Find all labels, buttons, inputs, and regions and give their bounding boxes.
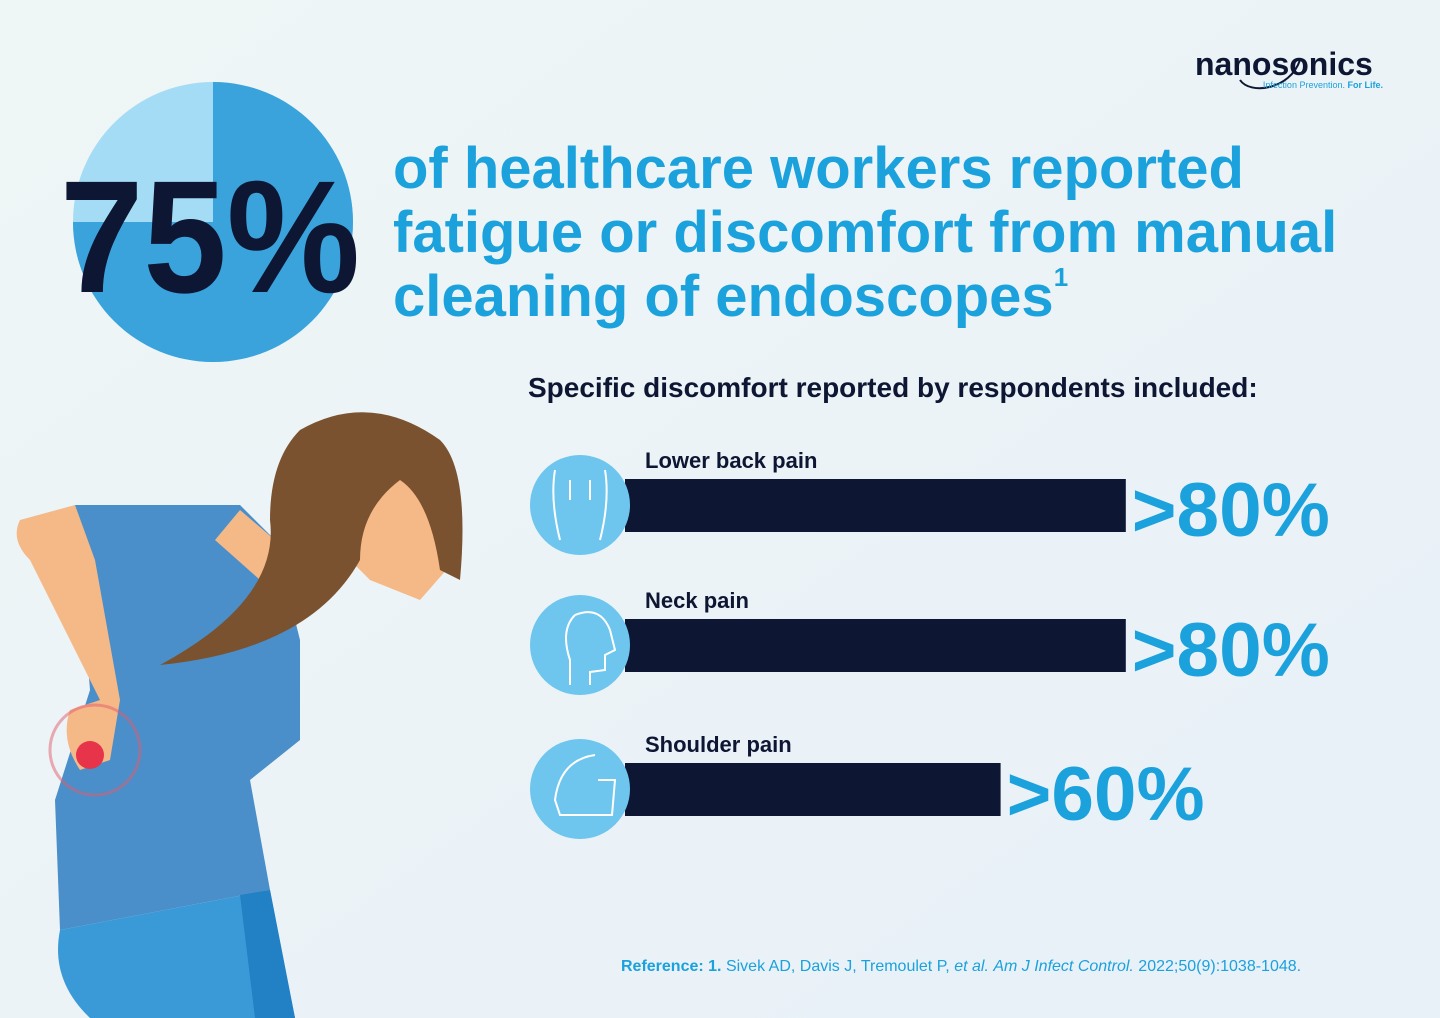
reference: Reference: 1. Sivek AD, Davis J, Tremoul…	[621, 958, 1301, 975]
shoulder-icon-lines	[553, 754, 617, 816]
reference-prefix: Reference:	[621, 958, 704, 975]
bar-value-label: >80%	[1132, 608, 1330, 693]
subtitle: Specific discomfort reported by responde…	[528, 372, 1258, 403]
reference-number: 1.	[708, 958, 721, 975]
headline-text: cleaning of endoscopes	[393, 264, 1054, 329]
headline-line: cleaning of endoscopes1	[393, 262, 1068, 329]
headline-value: 75%	[60, 147, 360, 326]
logo: nanosonics	[1195, 46, 1373, 82]
back-icon-lines	[552, 469, 608, 541]
footnote-marker: 1	[1054, 262, 1068, 292]
logo-tagline: Infection Prevention. For Life.	[1263, 80, 1383, 90]
tagline-strong: For Life.	[1348, 80, 1384, 90]
bar-value-label: >60%	[1007, 752, 1205, 837]
bar	[625, 763, 1001, 816]
illustration	[16, 412, 463, 1018]
bar-value-label: >80%	[1132, 468, 1330, 553]
bar-label: Neck pain	[645, 588, 749, 613]
reference-etal: et al.	[954, 958, 989, 975]
headline-line: of healthcare workers reported	[393, 136, 1244, 201]
tagline: Infection Prevention.	[1263, 80, 1345, 90]
bar	[625, 619, 1126, 672]
bar-label: Lower back pain	[645, 448, 817, 473]
neck-icon-lines	[565, 611, 617, 685]
headline-line: fatigue or discomfort from manual	[393, 200, 1337, 265]
reference-journal: Am J Infect Control.	[992, 958, 1134, 975]
bar	[625, 479, 1126, 532]
logo-swoosh	[1239, 59, 1301, 90]
back-icon	[530, 455, 630, 555]
reference-authors: Sivek AD, Davis J, Tremoulet P,	[726, 958, 950, 975]
reference-citation: 2022;50(9):1038-1048.	[1138, 958, 1301, 975]
bar-label: Shoulder pain	[645, 732, 792, 757]
pie-slice	[73, 82, 353, 362]
neck-icon	[530, 595, 630, 695]
